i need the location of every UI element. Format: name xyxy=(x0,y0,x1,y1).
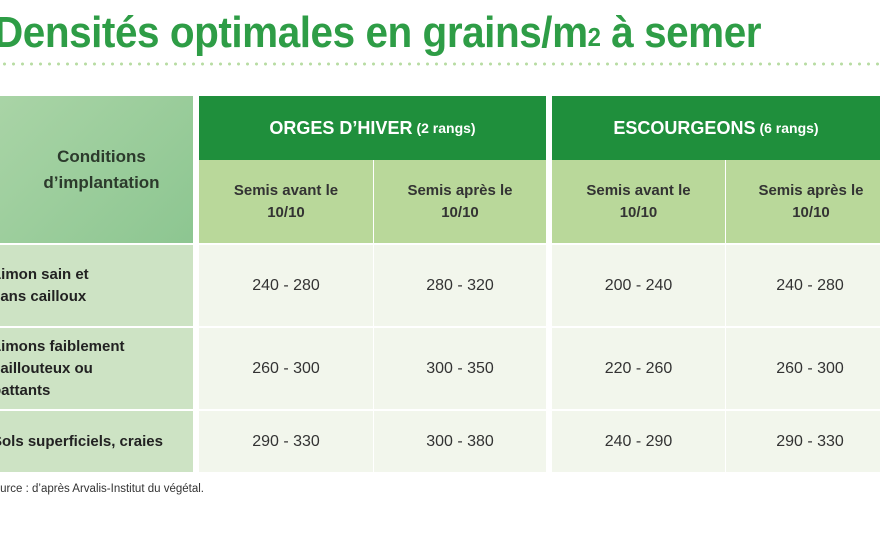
dotted-divider xyxy=(0,62,880,66)
group-detail: (6 rangs) xyxy=(759,120,819,136)
table-cell: 220 - 260 xyxy=(552,328,725,409)
corner-header: Conditions d’implantation xyxy=(0,96,193,243)
table-cell: 290 - 330 xyxy=(726,411,880,472)
table-cell: 300 - 350 xyxy=(374,328,546,409)
subheader-cell: Semis après le 10/10 xyxy=(726,160,880,243)
table-cell: 260 - 300 xyxy=(726,328,880,409)
title-superscript: 2 xyxy=(587,22,601,52)
table-cell: 280 - 320 xyxy=(374,245,546,326)
source-note: Source : d’après Arvalis-Institut du vég… xyxy=(0,483,204,495)
subheader-cell: Semis après le 10/10 xyxy=(374,160,546,243)
title-main: Densités optimales en grains/m xyxy=(0,8,588,57)
title-tail: à semer xyxy=(600,8,762,57)
group-header-orges: ORGES D’HIVER (2 rangs) xyxy=(199,96,546,160)
subheader-cell: Semis avant le 10/10 xyxy=(199,160,373,243)
table-cell: 260 - 300 xyxy=(199,328,373,409)
subheader-cell: Semis avant le 10/10 xyxy=(552,160,725,243)
page-title: Densités optimales en grains/m2 à semer xyxy=(0,6,762,60)
table-cell: 240 - 290 xyxy=(552,411,725,472)
table-row-label: Limon sain et sans cailloux xyxy=(0,245,193,326)
table-cell: 240 - 280 xyxy=(726,245,880,326)
group-name: ORGES D’HIVER xyxy=(269,117,413,138)
table-cell: 240 - 280 xyxy=(199,245,373,326)
table-cell: 290 - 330 xyxy=(199,411,373,472)
table-cell: 200 - 240 xyxy=(552,245,725,326)
group-header-escourgeons: ESCOURGEONS (6 rangs) xyxy=(552,96,880,160)
group-detail: (2 rangs) xyxy=(416,120,476,136)
table-row-label: Sols superficiels, craies xyxy=(0,411,193,472)
table-cell: 300 - 380 xyxy=(374,411,546,472)
group-name: ESCOURGEONS xyxy=(613,117,756,138)
